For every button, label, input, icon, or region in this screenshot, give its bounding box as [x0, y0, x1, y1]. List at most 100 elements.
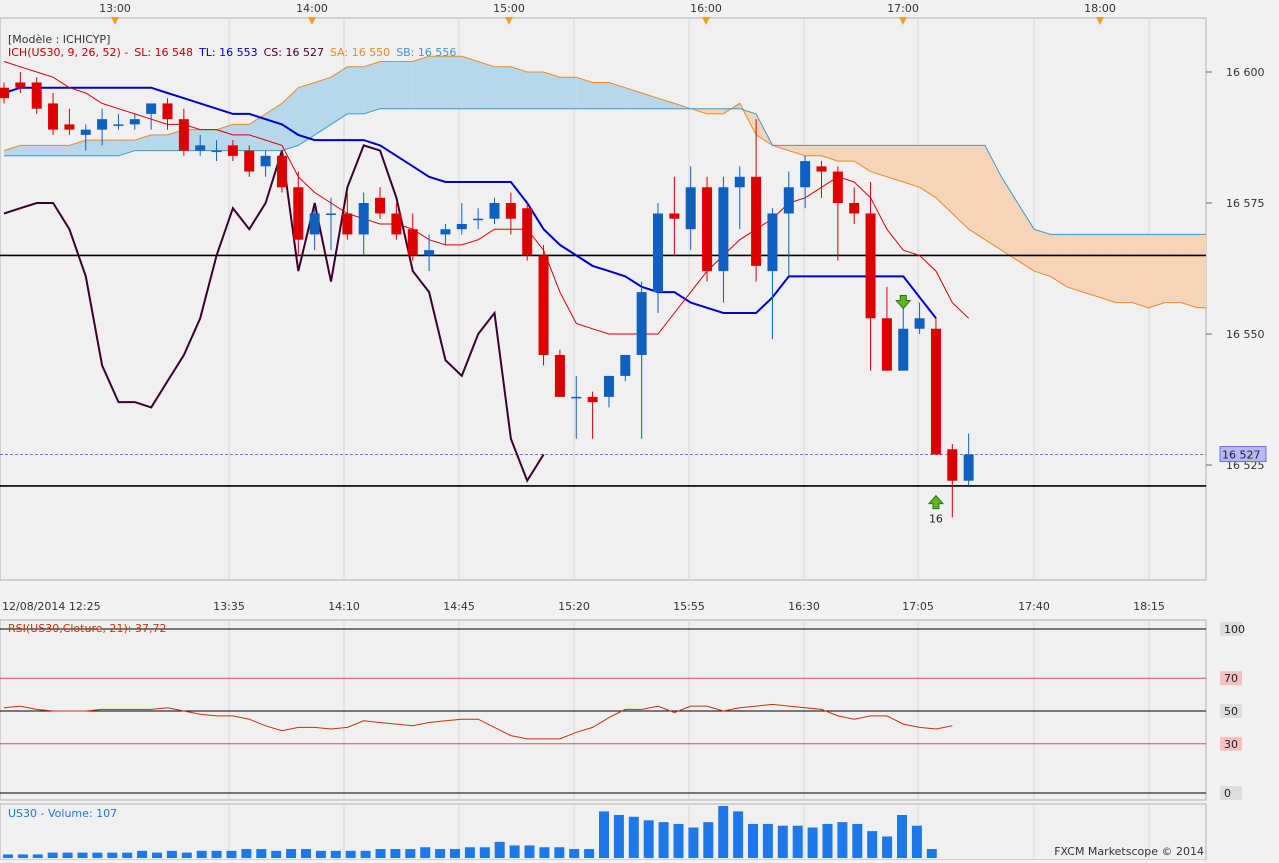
volume-bar [345, 850, 356, 858]
volume-bar [420, 847, 431, 858]
candle-body [947, 449, 958, 481]
top-time-label: 14:00 [296, 2, 328, 15]
candle-body [326, 213, 336, 215]
cloud-segment [707, 108, 724, 114]
cloud-segment [281, 87, 299, 151]
cloud-segment [968, 145, 985, 240]
top-time-axis: 13:00 14:00 15:00 16:00 17:00 18:00 [99, 2, 1116, 25]
rsi-level-badge [1220, 671, 1242, 686]
volume-bar [226, 850, 237, 858]
kijun-line [3, 86, 937, 319]
buy-arrow-icon [927, 494, 945, 510]
cloud-segment [1050, 234, 1067, 287]
cloud-segment [331, 66, 348, 125]
cloud-segment [232, 124, 250, 151]
cloud-segment [363, 61, 381, 114]
time-marker-icon [702, 17, 710, 25]
cloud-segment [396, 61, 413, 109]
rsi-line [3, 703, 953, 740]
top-time-label: 13:00 [99, 2, 131, 15]
cloud-segment [478, 61, 495, 109]
candle-body [64, 124, 75, 130]
bottom-time-label: 12/08/2014 12:25 [2, 600, 101, 613]
cloud-segment [1197, 234, 1206, 308]
volume-bar [405, 849, 416, 858]
cloud-segment [53, 145, 70, 156]
candle-body [653, 213, 663, 293]
cloud-segment [543, 72, 560, 109]
volume-bar [509, 845, 520, 858]
volume-bar [897, 814, 907, 858]
price-tick-label: 16 575 [1226, 197, 1265, 210]
time-marker-icon [308, 17, 316, 25]
volume-bar [494, 841, 505, 858]
rsi-level-badge [1220, 786, 1242, 800]
volume-bar [613, 814, 624, 858]
cloud-segment [952, 145, 969, 230]
cloud-segment [1148, 234, 1165, 308]
legend-item-3: CS: 16 527 [264, 46, 324, 59]
candle-body [391, 213, 402, 235]
time-marker-icon [505, 17, 513, 25]
bottom-time-label: 16:30 [788, 600, 820, 613]
volume-bar [62, 852, 73, 858]
volume-bar [524, 845, 535, 858]
volume-bar [152, 852, 162, 858]
cloud-segment [658, 98, 675, 109]
volume-bar [718, 806, 729, 858]
top-time-label: 18:00 [1084, 2, 1116, 15]
candle-body [865, 213, 876, 319]
rsi-level-label: 50 [1224, 705, 1238, 718]
candle-body [424, 250, 435, 256]
volume-bar [926, 849, 937, 858]
cloud-segment [36, 145, 54, 156]
bottom-time-label: 18:15 [1133, 600, 1165, 613]
volume-bar [867, 831, 878, 858]
candle-body [440, 229, 451, 235]
volume-bar [777, 825, 788, 858]
candle-body [734, 176, 745, 188]
candle-body [881, 318, 892, 371]
cloud-segment [935, 145, 953, 214]
legend-item-5: SB: 16 556 [396, 46, 456, 59]
candle-body [0, 87, 9, 99]
volume-bar [822, 823, 833, 858]
candle-body [489, 203, 500, 219]
volume-bar [599, 811, 609, 858]
volume-bar [211, 850, 222, 858]
cloud-segment [1132, 234, 1149, 308]
candle-body [375, 197, 386, 214]
candle-body [407, 229, 418, 256]
candle-body [293, 187, 304, 240]
cloud-segment [134, 134, 152, 151]
volume-bar [360, 850, 371, 858]
candle-body [816, 166, 827, 172]
cloud-segment [1164, 234, 1182, 303]
cloud-segment [298, 82, 315, 146]
bottom-time-axis: 12/08/2014 12:25 13:35 14:10 14:45 15:20 15:5… [2, 600, 1165, 613]
volume-bar [479, 847, 490, 858]
candle-body [146, 103, 157, 114]
rsi-panel[interactable] [0, 619, 1207, 801]
volume-bar [643, 820, 654, 858]
volume-bar [450, 849, 460, 858]
bottom-time-label: 14:45 [443, 600, 475, 613]
time-marker-icon [899, 17, 907, 25]
current-price-badge [1219, 446, 1267, 463]
cloud-segment [314, 77, 331, 135]
cloud-segment [461, 56, 479, 109]
volume-bar [77, 852, 88, 858]
price-tick-label: 16 550 [1226, 328, 1265, 341]
candle-body [554, 354, 565, 397]
candle-body [898, 328, 909, 371]
top-time-label: 15:00 [493, 2, 525, 15]
candle-body [669, 213, 680, 219]
cloud-segment [886, 145, 904, 183]
price-tick-label: 16 525 [1226, 459, 1265, 472]
candle-body [783, 187, 794, 214]
cloud-segment [592, 82, 609, 109]
volume-bar [658, 822, 669, 858]
legend-item-1: SL: 16 548 [134, 46, 193, 59]
volume-bar [628, 816, 639, 858]
candle-body [702, 187, 713, 272]
